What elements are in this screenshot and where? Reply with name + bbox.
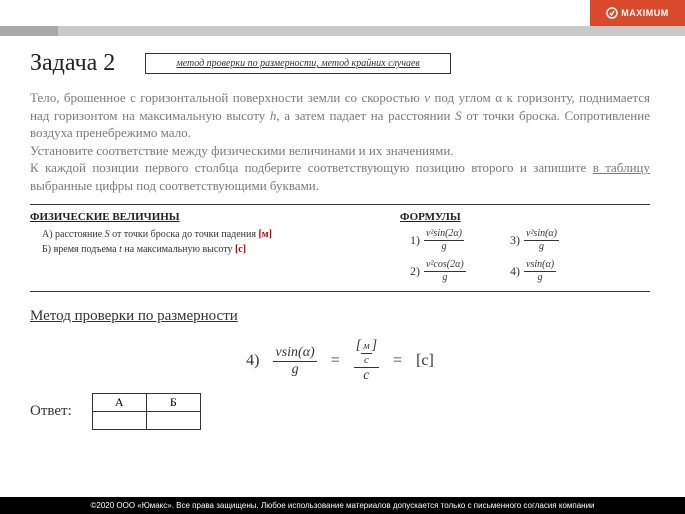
col-left-head: ФИЗИЧЕСКИЕ ВЕЛИЧИНЫ — [30, 211, 400, 223]
method-result: [с] — [416, 352, 434, 370]
col-formulas: ФОРМУЛЫ 1) v²sin(2α)g 3) v²sin(α)g 2) v²… — [400, 211, 650, 283]
method-eq2: = — [393, 352, 402, 370]
header-stripe — [0, 26, 685, 36]
item-a: А) расстояние S от точки броска до точки… — [42, 229, 400, 240]
method-lead: 4) — [246, 352, 259, 370]
formula-4: 4) vsin(α)g — [510, 260, 610, 283]
content-area: Задача 2 метод проверки по размерности, … — [30, 50, 650, 430]
title-row: Задача 2 метод проверки по размерности, … — [30, 50, 650, 77]
logo-icon — [606, 7, 618, 19]
answer-row: Ответ: А Б — [30, 393, 650, 430]
dim-top: [мс] — [354, 339, 379, 368]
answer-table: А Б — [92, 393, 201, 430]
a-unit: [м] — [258, 229, 271, 240]
answer-cell-b[interactable] — [146, 412, 200, 430]
formula-grid: 1) v²sin(2α)g 3) v²sin(α)g 2) v²cos(2α)g… — [410, 229, 650, 283]
b-unit: [с] — [235, 244, 246, 255]
f4-den: g — [538, 272, 543, 283]
formula-3: 3) v²sin(α)g — [510, 229, 610, 252]
f4-numer: vsin(α) — [524, 260, 556, 272]
f3-den: g — [539, 241, 544, 252]
answer-head-a: А — [92, 394, 146, 412]
header-stripe-accent — [0, 26, 58, 36]
f1-numer: v²sin(2α) — [424, 229, 464, 241]
f2-num: 2) — [410, 264, 420, 279]
hint-box: метод проверки по размерности, метод кра… — [145, 53, 450, 74]
method-frac: vsin(α) g — [273, 346, 316, 377]
logo-text: MAXIMUM — [621, 8, 669, 18]
method-dim-frac: [мс] с — [354, 339, 379, 383]
method-title: Метод проверки по размерности — [30, 308, 650, 325]
method-numer: vsin(α) — [273, 346, 316, 362]
col-quantities: ФИЗИЧЕСКИЕ ВЕЛИЧИНЫ А) расстояние S от т… — [30, 211, 400, 283]
answer-head-b: Б — [146, 394, 200, 412]
problem-text: Тело, брошенное с горизонтальной поверхн… — [30, 89, 650, 194]
dim-m: м — [361, 342, 371, 354]
method-den: g — [292, 362, 299, 377]
f2-numer: v²cos(2α) — [424, 260, 466, 272]
footer-copyright: ©2020 ООО «Юмакс». Все права защищены. Л… — [0, 497, 685, 514]
method-eq1: = — [331, 352, 340, 370]
b-rest: на максимальную высоту — [122, 244, 235, 255]
match-columns: ФИЗИЧЕСКИЕ ВЕЛИЧИНЫ А) расстояние S от т… — [30, 204, 650, 292]
p3u: в таблицу — [593, 160, 650, 175]
method-expression: 4) vsin(α) g = [мс] с = [с] — [30, 339, 650, 383]
answer-cell-a[interactable] — [92, 412, 146, 430]
f1-den: g — [442, 241, 447, 252]
p1c: , а затем падает на расстоянии — [276, 108, 455, 123]
logo: MAXIMUM — [590, 0, 685, 26]
p3b: выбранные цифры под соответствующими бук… — [30, 178, 319, 193]
dim-bottom: с — [363, 368, 369, 383]
p2: Установите соответствие между физическим… — [30, 143, 454, 158]
item-b: Б) время подъема t на максимальную высот… — [42, 244, 400, 255]
a-rest: от точки броска до точки падения — [110, 229, 259, 240]
f4-num: 4) — [510, 264, 520, 279]
p3a: К каждой позиции первого столбца подбери… — [30, 160, 593, 175]
answer-label: Ответ: — [30, 403, 72, 420]
f1-num: 1) — [410, 233, 420, 248]
formula-2: 2) v²cos(2α)g — [410, 260, 510, 283]
p1a: Тело, брошенное с горизонтальной поверхн… — [30, 90, 424, 105]
dim-s1: с — [364, 354, 369, 366]
a-label: А) расстояние — [42, 229, 105, 240]
f3-num: 3) — [510, 233, 520, 248]
f2-den: g — [442, 272, 447, 283]
formula-1: 1) v²sin(2α)g — [410, 229, 510, 252]
problem-title: Задача 2 — [30, 50, 115, 77]
b-label: Б) время подъема — [42, 244, 119, 255]
f3-numer: v²sin(α) — [524, 229, 559, 241]
col-right-head: ФОРМУЛЫ — [400, 211, 650, 223]
